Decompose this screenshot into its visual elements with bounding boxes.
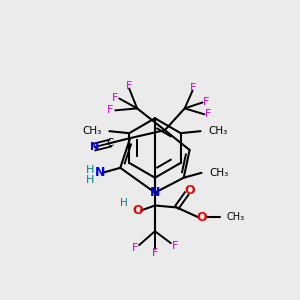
- Text: F: F: [132, 243, 138, 253]
- Text: H: H: [86, 165, 95, 175]
- Text: N: N: [90, 142, 99, 152]
- Text: F: F: [112, 94, 119, 103]
- Text: CH₃: CH₃: [82, 126, 101, 136]
- Text: O: O: [196, 211, 207, 224]
- Text: CH₃: CH₃: [209, 168, 229, 178]
- Text: CH₃: CH₃: [208, 126, 228, 136]
- Text: F: F: [172, 241, 178, 251]
- Text: F: F: [203, 98, 210, 107]
- Text: F: F: [152, 248, 158, 258]
- Text: N: N: [150, 186, 160, 199]
- Text: H: H: [86, 175, 95, 185]
- Text: O: O: [133, 204, 143, 217]
- Text: CH₃: CH₃: [226, 212, 244, 222]
- Text: N: N: [95, 166, 105, 179]
- Text: C: C: [107, 138, 114, 148]
- Text: H: H: [121, 199, 128, 208]
- Text: O: O: [184, 184, 195, 197]
- Text: F: F: [205, 109, 212, 119]
- Text: F: F: [189, 82, 196, 93]
- Text: F: F: [107, 105, 114, 116]
- Text: F: F: [126, 81, 132, 91]
